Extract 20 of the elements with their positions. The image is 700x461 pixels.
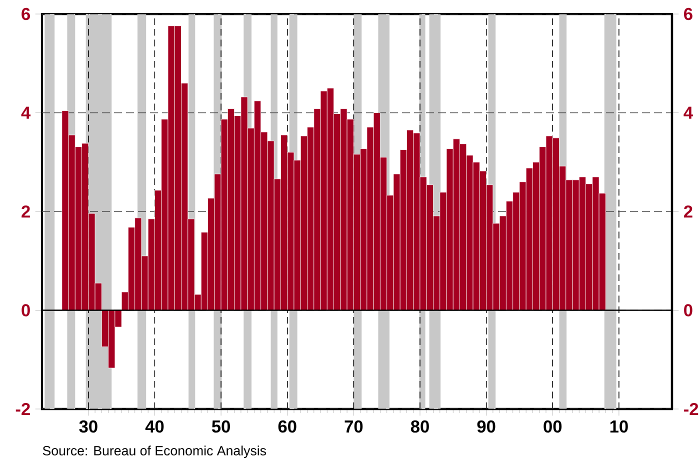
x-tick-label: 30 [79,420,98,433]
x-tick-label: 00 [544,420,562,433]
y2-tick-label: 4 [684,106,693,119]
y-tick-label: 2 [22,205,30,218]
x-tick-label: 60 [278,420,296,433]
source-note: Source: Bureau of Economic Analysis [42,446,266,458]
x-tick-label: 80 [410,420,429,433]
y-tick-label: 6 [22,8,30,20]
x-tick-label: 90 [477,420,496,433]
x-tick-label: 10 [610,420,628,433]
y-tick-label: -2 [16,402,30,416]
y2-tick-label: 0 [684,304,692,316]
x-tick-label: 50 [212,420,230,433]
y2-tick-label: 2 [684,205,692,218]
y2-tick-label: -2 [684,402,698,416]
y-tick-label: 4 [21,106,31,119]
x-tick-label: 40 [145,420,164,433]
x-tick-label: 70 [344,420,363,433]
y2-tick-label: 6 [684,8,692,20]
y-tick-label: 0 [22,304,30,316]
